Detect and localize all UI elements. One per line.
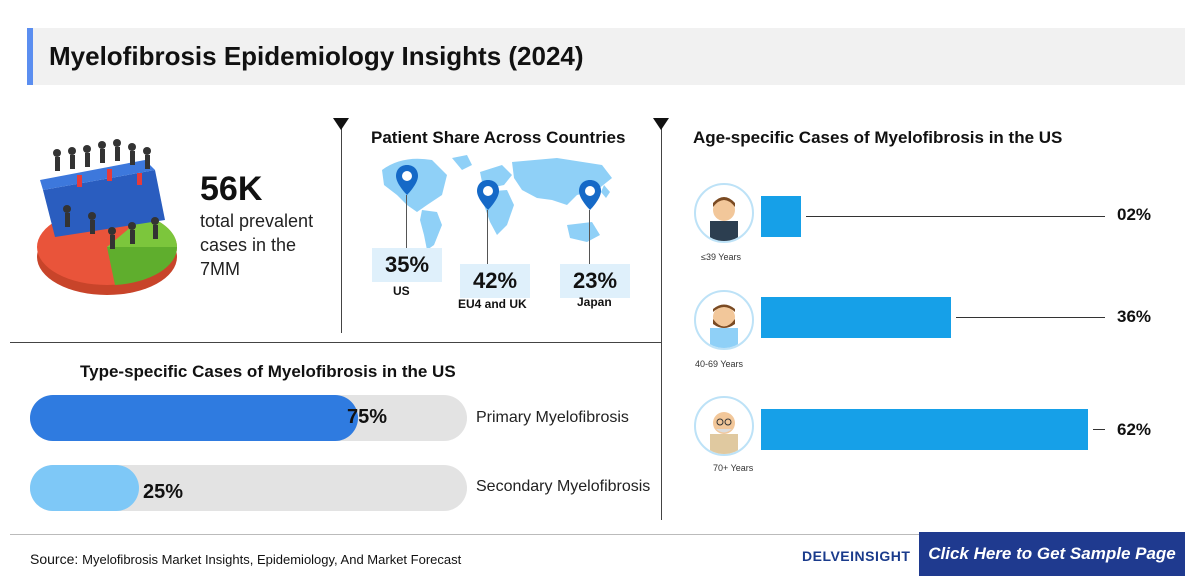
- age-leader-elderly: [1093, 429, 1105, 430]
- us-share-label: US: [393, 284, 410, 298]
- type-label-secondary: Secondary Myelofibrosis: [476, 478, 651, 495]
- divider-footer: [10, 534, 919, 535]
- age-bar-young: [761, 196, 801, 237]
- divider-marker-middle: [653, 118, 669, 130]
- type-specific-heading: Type-specific Cases of Myelofibrosis in …: [80, 362, 456, 381]
- japan-share-pct: 23%: [560, 264, 630, 298]
- divider-middle: [661, 125, 662, 520]
- age-pct-young: 02%: [1117, 205, 1152, 224]
- patient-share-heading: Patient Share Across Countries: [371, 128, 626, 147]
- japan-share-label: Japan: [577, 295, 612, 309]
- us-pin-icon: [396, 165, 418, 195]
- source-text: Myelofibrosis Market Insights, Epidemiol…: [82, 552, 462, 567]
- age-leader-middle: [955, 317, 1105, 318]
- age-pct-elderly: 62%: [1117, 420, 1152, 439]
- avatar-elderly: [694, 396, 754, 456]
- eu-pin-icon: [477, 180, 499, 210]
- divider-marker-left: [333, 118, 349, 130]
- age-label-middle: 40-69 Years: [695, 359, 744, 369]
- age-leader-young: [806, 216, 1105, 217]
- crowd-pie-illustration: [37, 139, 178, 295]
- type-fill-primary: [30, 395, 358, 441]
- avatar-young: [694, 183, 754, 243]
- divider-horizontal: [10, 342, 661, 343]
- type-track-secondary: [30, 465, 467, 511]
- us-pin-line: [406, 195, 407, 250]
- age-label-young: ≤39 Years: [701, 252, 741, 262]
- eu-share-pct: 42%: [460, 264, 530, 298]
- avatar-middle: [694, 290, 754, 350]
- title-accent: [27, 28, 33, 85]
- get-sample-page-button[interactable]: Click Here to Get Sample Page: [919, 532, 1185, 579]
- age-bar-elderly: [761, 409, 1088, 450]
- age-bar-middle: [761, 297, 951, 338]
- prevalence-value: 56K: [200, 170, 263, 208]
- delveinsight-logo[interactable]: DELVEINSIGHT: [802, 548, 911, 564]
- type-label-primary: Primary Myelofibrosis: [476, 409, 629, 426]
- eu-pin-line: [487, 210, 488, 265]
- type-fill-secondary: [30, 465, 140, 511]
- age-pct-middle: 36%: [1117, 307, 1152, 326]
- age-label-elderly: 70+ Years: [713, 463, 754, 473]
- japan-pin-line: [589, 210, 590, 265]
- type-pct-primary: 75%: [347, 406, 388, 428]
- age-specific-heading: Age-specific Cases of Myelofibrosis in t…: [693, 128, 1063, 147]
- world-map: [382, 155, 612, 250]
- type-track-primary: [30, 395, 467, 441]
- title-bar: Myelofibrosis Epidemiology Insights (202…: [27, 28, 1185, 85]
- divider-left: [341, 125, 342, 333]
- source-label: Source:: [30, 551, 79, 567]
- prevalence-description: total prevalent cases in the 7MM: [200, 211, 314, 279]
- source-note: Source: Myelofibrosis Market Insights, E…: [30, 551, 461, 567]
- japan-pin-icon: [579, 180, 601, 210]
- type-pct-secondary: 25%: [143, 481, 184, 503]
- eu-share-label: EU4 and UK: [458, 297, 527, 311]
- us-share-pct: 35%: [372, 248, 442, 282]
- page-title: Myelofibrosis Epidemiology Insights (202…: [49, 41, 584, 71]
